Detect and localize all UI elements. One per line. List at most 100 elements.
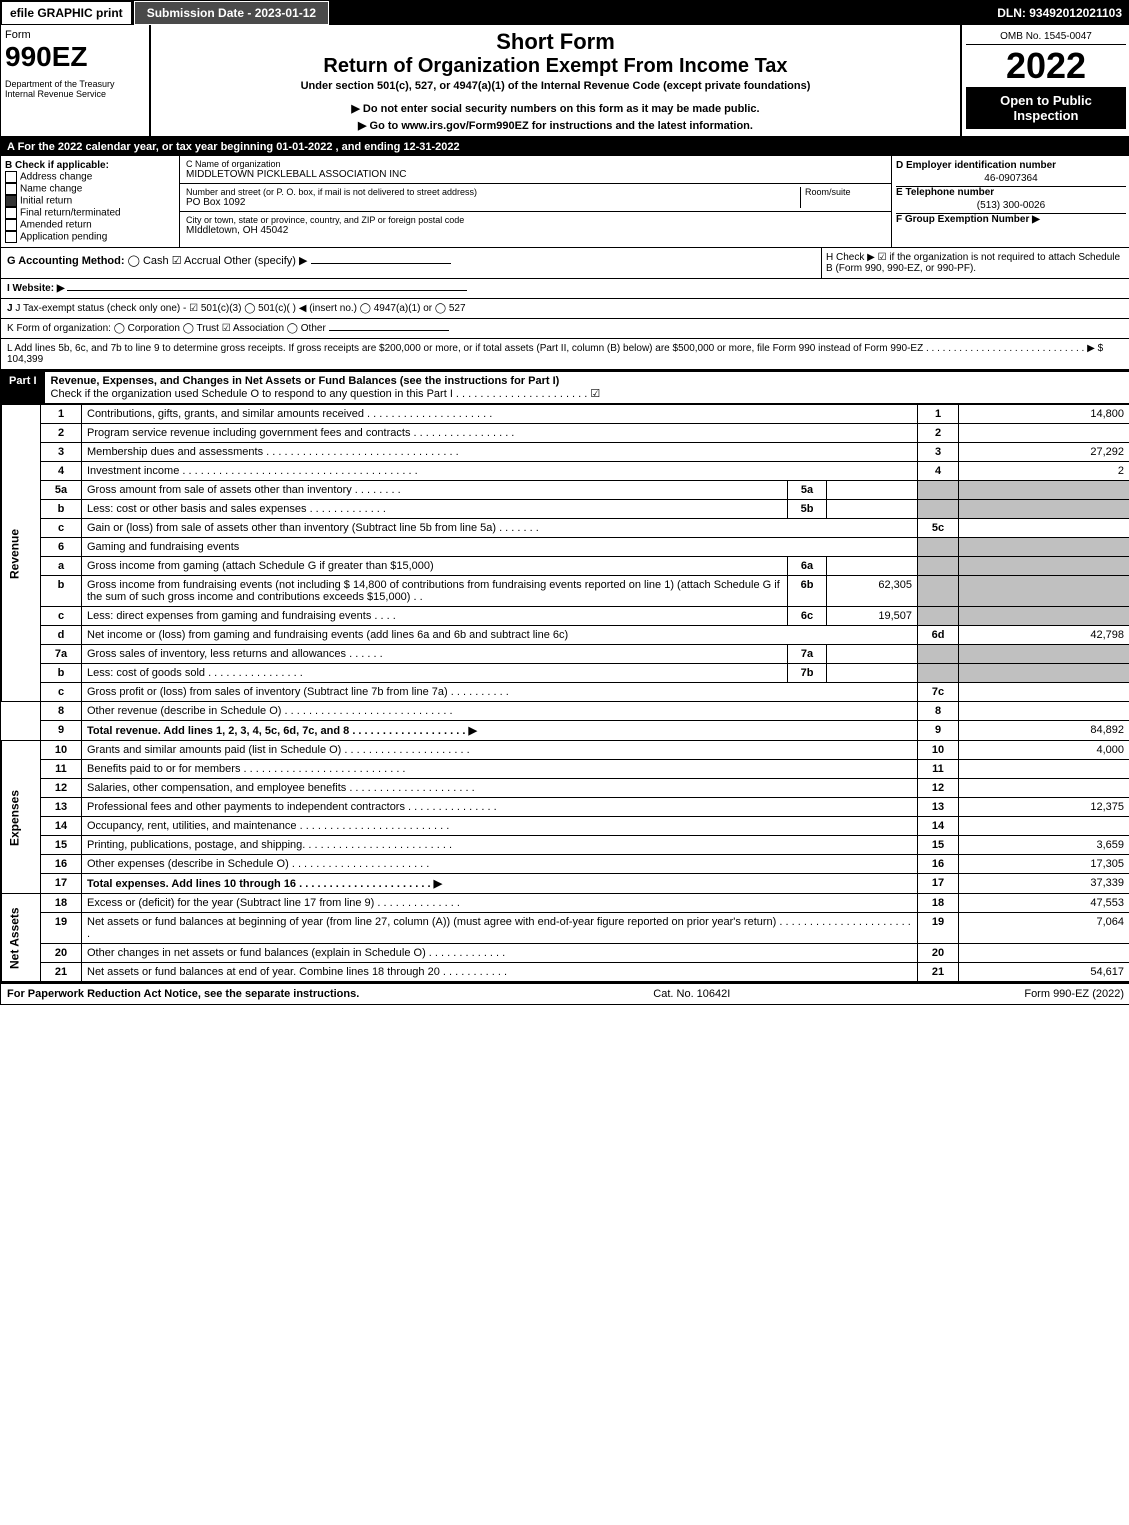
line-8: 8 Other revenue (describe in Schedule O)… xyxy=(2,702,1129,721)
section-i-label: I Website: ▶ xyxy=(7,283,65,294)
phone-value: (513) 300-0026 xyxy=(896,198,1126,214)
check-cash[interactable]: ◯ Cash xyxy=(128,255,169,267)
line-16: 16 Other expenses (describe in Schedule … xyxy=(2,855,1129,874)
ein-value: 46-0907364 xyxy=(896,171,1126,187)
goto-link[interactable]: ▶ Go to www.irs.gov/Form990EZ for instru… xyxy=(155,119,956,132)
section-e-label: E Telephone number xyxy=(896,187,1126,198)
efile-label: efile GRAPHIC print xyxy=(1,1,132,25)
check-amended[interactable]: Amended return xyxy=(5,219,175,231)
line-12: 12 Salaries, other compensation, and emp… xyxy=(2,779,1129,798)
line-9: 9 Total revenue. Add lines 1, 2, 3, 4, 5… xyxy=(2,721,1129,741)
header-left: Form 990EZ Department of the Treasury In… xyxy=(1,25,151,136)
street-label: Number and street (or P. O. box, if mail… xyxy=(186,187,800,197)
footer-mid: Cat. No. 10642I xyxy=(359,988,1024,1000)
line-13: 13 Professional fees and other payments … xyxy=(2,798,1129,817)
org-name: MIDDLETOWN PICKLEBALL ASSOCIATION INC xyxy=(186,169,885,180)
street-row: Number and street (or P. O. box, if mail… xyxy=(180,184,891,212)
room-label: Room/suite xyxy=(805,187,885,197)
header-section: Form 990EZ Department of the Treasury In… xyxy=(1,25,1129,138)
line-5c: c Gain or (loss) from sale of assets oth… xyxy=(2,519,1129,538)
dln-label: DLN: 93492012021103 xyxy=(989,2,1129,24)
form-number: 990EZ xyxy=(5,41,145,73)
return-title: Return of Organization Exempt From Incom… xyxy=(155,55,956,78)
city-value: MIddletown, OH 45042 xyxy=(186,225,885,236)
open-public-label: Open to Public Inspection xyxy=(966,87,1126,129)
line-18: Net Assets 18 Excess or (deficit) for th… xyxy=(2,894,1129,913)
section-h: H Check ▶ ☑ if the organization is not r… xyxy=(821,248,1129,278)
line-20: 20 Other changes in net assets or fund b… xyxy=(2,944,1129,963)
header-right: OMB No. 1545-0047 2022 Open to Public In… xyxy=(962,25,1129,136)
header-center: Short Form Return of Organization Exempt… xyxy=(151,25,962,136)
section-b: B Check if applicable: Address change Na… xyxy=(1,156,180,247)
line-15: 15 Printing, publications, postage, and … xyxy=(2,836,1129,855)
section-g: G Accounting Method: ◯ Cash ☑ Accrual Ot… xyxy=(1,248,821,278)
other-specify: Other (specify) ▶ xyxy=(224,255,308,267)
line-7c: c Gross profit or (loss) from sales of i… xyxy=(2,683,1129,702)
street-value: PO Box 1092 xyxy=(186,197,800,208)
footer-left: For Paperwork Reduction Act Notice, see … xyxy=(7,988,359,1000)
section-gh-row: G Accounting Method: ◯ Cash ☑ Accrual Ot… xyxy=(1,248,1129,279)
org-name-row: C Name of organization MIDDLETOWN PICKLE… xyxy=(180,156,891,184)
check-accrual[interactable]: ☑ Accrual xyxy=(172,255,221,267)
short-form-title: Short Form xyxy=(155,29,956,55)
dept-label: Department of the Treasury xyxy=(5,79,145,89)
line-1: Revenue 1 Contributions, gifts, grants, … xyxy=(2,405,1129,424)
line-11: 11 Benefits paid to or for members . . .… xyxy=(2,760,1129,779)
line-17: 17 Total expenses. Add lines 10 through … xyxy=(2,874,1129,894)
form-label: Form xyxy=(5,29,145,41)
top-bar: efile GRAPHIC print Submission Date - 20… xyxy=(1,1,1129,25)
expenses-side-label: Expenses xyxy=(2,741,41,894)
line-5b: b Less: cost or other basis and sales ex… xyxy=(2,500,1129,519)
section-k-text: K Form of organization: ◯ Corporation ◯ … xyxy=(7,323,326,334)
part1-table: Revenue 1 Contributions, gifts, grants, … xyxy=(1,404,1129,982)
line-14: 14 Occupancy, rent, utilities, and maint… xyxy=(2,817,1129,836)
check-pending[interactable]: Application pending xyxy=(5,231,175,243)
form-container: efile GRAPHIC print Submission Date - 20… xyxy=(0,0,1129,1005)
subtitle: Under section 501(c), 527, or 4947(a)(1)… xyxy=(155,80,956,92)
footer-right: Form 990-EZ (2022) xyxy=(1024,988,1124,1000)
omb-number: OMB No. 1545-0047 xyxy=(966,29,1126,45)
section-c-label: C Name of organization xyxy=(186,159,885,169)
line-6a: a Gross income from gaming (attach Sched… xyxy=(2,557,1129,576)
section-f-label: F Group Exemption Number ▶ xyxy=(896,214,1126,225)
section-c: C Name of organization MIDDLETOWN PICKLE… xyxy=(180,156,892,247)
section-j-text: J Tax-exempt status (check only one) - ☑… xyxy=(15,303,465,314)
line-7b: b Less: cost of goods sold . . . . . . .… xyxy=(2,664,1129,683)
city-row: City or town, state or province, country… xyxy=(180,212,891,239)
submission-date: Submission Date - 2023-01-12 xyxy=(134,1,329,25)
city-label: City or town, state or province, country… xyxy=(186,215,885,225)
line-7a: 7a Gross sales of inventory, less return… xyxy=(2,645,1129,664)
check-final-return[interactable]: Final return/terminated xyxy=(5,207,175,219)
section-b-label: B Check if applicable: xyxy=(5,160,175,171)
line-6b: b Gross income from fundraising events (… xyxy=(2,576,1129,607)
line-6c: c Less: direct expenses from gaming and … xyxy=(2,607,1129,626)
line-19: 19 Net assets or fund balances at beginn… xyxy=(2,913,1129,944)
part1-label: Part I xyxy=(1,372,45,403)
check-name-change[interactable]: Name change xyxy=(5,183,175,195)
tax-year: 2022 xyxy=(966,45,1126,87)
section-g-label: G Accounting Method: xyxy=(7,255,125,267)
line-3: 3 Membership dues and assessments . . . … xyxy=(2,443,1129,462)
section-i: I Website: ▶ xyxy=(1,279,1129,299)
net-assets-side-label: Net Assets xyxy=(2,894,41,982)
line-5a: 5a Gross amount from sale of assets othe… xyxy=(2,481,1129,500)
check-address-change[interactable]: Address change xyxy=(5,171,175,183)
part1-check-text: Check if the organization used Schedule … xyxy=(51,388,601,400)
revenue-side-label: Revenue xyxy=(2,405,41,702)
footer: For Paperwork Reduction Act Notice, see … xyxy=(1,982,1129,1004)
section-l: L Add lines 5b, 6c, and 7b to line 9 to … xyxy=(1,339,1129,371)
irs-label: Internal Revenue Service xyxy=(5,89,145,99)
warning-text: ▶ Do not enter social security numbers o… xyxy=(155,102,956,115)
line-6: 6 Gaming and fundraising events xyxy=(2,538,1129,557)
line-21: 21 Net assets or fund balances at end of… xyxy=(2,963,1129,982)
part1-title: Revenue, Expenses, and Changes in Net As… xyxy=(45,372,1129,403)
section-def: D Employer identification number 46-0907… xyxy=(892,156,1129,247)
info-grid: B Check if applicable: Address change Na… xyxy=(1,156,1129,248)
line-2: 2 Program service revenue including gove… xyxy=(2,424,1129,443)
check-initial-return[interactable]: Initial return xyxy=(5,195,175,207)
section-d-label: D Employer identification number xyxy=(896,160,1126,171)
line-4: 4 Investment income . . . . . . . . . . … xyxy=(2,462,1129,481)
section-j: J J Tax-exempt status (check only one) -… xyxy=(1,299,1129,319)
part1-header: Part I Revenue, Expenses, and Changes in… xyxy=(1,371,1129,404)
section-k: K Form of organization: ◯ Corporation ◯ … xyxy=(1,319,1129,339)
